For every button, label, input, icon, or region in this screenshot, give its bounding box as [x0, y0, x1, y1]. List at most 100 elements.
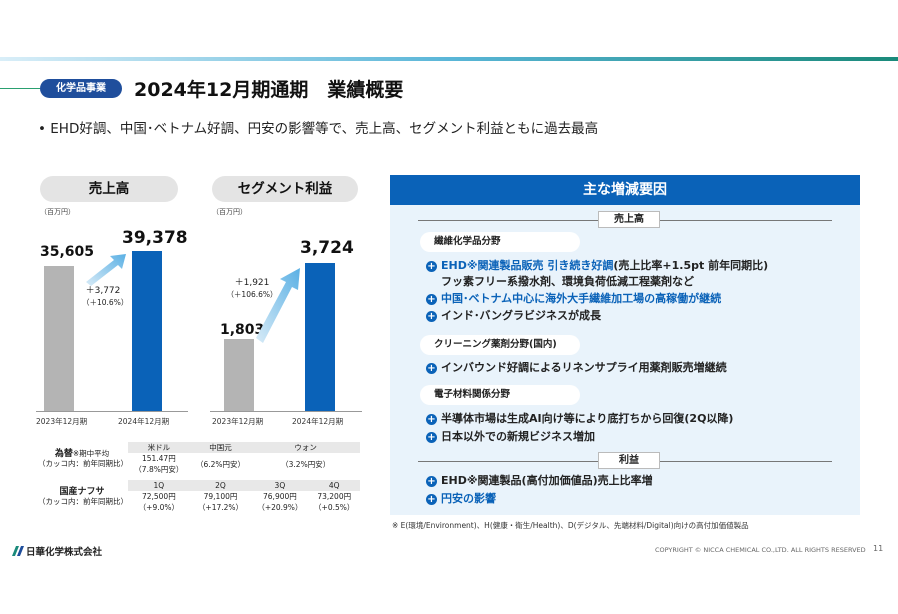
page-title: 2024年12月期通期 業績概要 — [134, 79, 404, 101]
fiber-item-2-text: 中国･ベトナム中心に海外大手繊維加工場の高稼働が継続 — [441, 292, 722, 305]
factors-panel: 主な増減要因 売上高 繊維化学品分野 + EHD※関連製品販売 引き続き好調(売上… — [390, 175, 860, 515]
section-divider — [418, 220, 598, 221]
segment-curr-label: 2024年12月期 — [292, 417, 344, 426]
copyright: COPYRIGHT © NICCA CHEMICAL CO.,LTD. ALL … — [655, 546, 866, 554]
plus-icon: + — [426, 363, 437, 374]
fx-rate-row: 151.47円 （6.2%円安） （3.2%円安） — [36, 453, 360, 469]
sales-chart-title: 売上高 — [40, 176, 178, 202]
segment-prev-value: 1,803 — [220, 322, 265, 338]
quarter-1: 1Q — [128, 480, 190, 491]
section-sales-label: 売上高 — [598, 211, 660, 228]
price-change-q2: （+17.2%） — [197, 503, 244, 512]
price-q4: 73,200円 — [317, 492, 352, 501]
electronic-item-2-text: 日本以外での新規ビジネス増加 — [441, 430, 595, 443]
electronic-item-1: + 半導体市場は生成AI向け等により底打ちから回復(2Q以降) — [426, 411, 733, 426]
electronic-group-label: 電子材料関係分野 — [420, 385, 580, 405]
sales-curr-label: 2024年12月期 — [118, 417, 170, 426]
sales-prev-value: 35,605 — [40, 244, 95, 260]
price-change-q4: （+0.5%） — [314, 503, 355, 512]
factors-panel-title: 主な増減要因 — [390, 175, 860, 205]
cleaning-group-label: クリーニング薬剤分野(国内) — [420, 335, 580, 355]
fx-naphtha-table: 為替※期中平均 （カッコ内：前年同期比） 米ドル 中国元 ウォン 151.47円… — [36, 442, 360, 513]
sales-bar-2024 — [132, 251, 162, 411]
plus-icon: + — [426, 494, 437, 505]
fx-label: 為替 — [54, 449, 73, 459]
plus-icon: + — [426, 432, 437, 443]
fx-label-sub: （カッコ内：前年同期比） — [38, 459, 128, 468]
naphtha-change-row: （+9.0%） （+17.2%） （+20.9%） （+0.5%） — [36, 502, 360, 513]
fx-label-cell: 為替※期中平均 （カッコ内：前年同期比） — [36, 442, 128, 475]
segment-unit: （百万円） — [212, 208, 247, 216]
quarter-2: 2Q — [189, 480, 252, 491]
naphtha-price-row: 72,500円 79,100円 76,900円 73,200円 — [36, 491, 360, 502]
segment-growth-arrow — [256, 268, 300, 343]
change-cny: （6.2%円安） — [195, 459, 246, 469]
nicca-logo-icon — [12, 546, 24, 556]
segment-bar-2024 — [305, 263, 335, 411]
currency-krw: ウォン — [251, 442, 360, 453]
segment-delta-value: ＋1,921 — [234, 278, 270, 288]
plus-icon: + — [426, 261, 437, 272]
fiber-item-1: + EHD※関連製品販売 引き続き好調(売上比率+1.5pt 前年同期比) — [426, 258, 768, 273]
section-divider — [660, 461, 832, 462]
fiber-item-3: + インド･バングラビジネスが成長 — [426, 308, 601, 323]
segment-bar-2023 — [224, 339, 254, 411]
category-pill: 化学品事業 — [40, 79, 122, 98]
sales-growth-arrow — [86, 254, 126, 286]
section-divider — [660, 220, 832, 221]
change-krw: （3.2%円安） — [281, 459, 331, 469]
fiber-item-1-line2: フッ素フリー系撥水剤、環境負荷低減工程薬剤など — [441, 275, 694, 288]
naphtha-header-row: 国産ナフサ （カッコ内：前年同期比） 1Q 2Q 3Q 4Q — [36, 480, 360, 506]
price-q1: 72,500円 — [141, 492, 176, 501]
cleaning-item-1: + インバウンド好調によるリネンサプライ用薬剤販売増継続 — [426, 360, 727, 375]
fiber-item-3-text: インド･バングラビジネスが成長 — [441, 309, 602, 322]
profit-item-1-text: EHD※関連製品(高付加価値品)売上比率増 — [441, 474, 653, 487]
fiber-item-2: + 中国･ベトナム中心に海外大手繊維加工場の高稼働が継続 — [426, 291, 721, 306]
fiber-group-label: 繊維化学品分野 — [420, 232, 580, 252]
segment-chart-title: セグメント利益 — [212, 176, 358, 202]
price-q3: 76,900円 — [263, 492, 297, 501]
company-name: 日華化学株式会社 — [26, 547, 103, 558]
price-q2: 79,100円 — [203, 492, 238, 501]
sales-curr-value: 39,378 — [122, 228, 188, 248]
naphtha-label-cell: 国産ナフサ （カッコ内：前年同期比） — [36, 480, 128, 513]
summary-bullet: • EHD好調、中国･ベトナム好調、円安の影響等で、売上高、セグメント利益ともに… — [38, 121, 599, 137]
summary-text: EHD好調、中国･ベトナム好調、円安の影響等で、売上高、セグメント利益ともに過去… — [50, 121, 599, 137]
segment-baseline — [210, 411, 362, 412]
fiber-item-1-rest: (売上比率+1.5pt 前年同期比) — [613, 259, 769, 272]
segment-delta-pct: （＋106.6%） — [226, 290, 278, 299]
sales-delta: ＋3,772 （＋10.6%） — [82, 286, 128, 309]
currency-cny: 中国元 — [189, 442, 252, 453]
plus-icon: + — [426, 311, 437, 322]
change-usd: （7.8%円安） — [134, 465, 184, 474]
rate-usd: 151.47円 — [141, 454, 176, 463]
profit-item-2: + 円安の影響 — [426, 491, 496, 506]
fx-change-row: （7.8%円安） — [36, 464, 360, 475]
plus-icon: + — [426, 294, 437, 305]
price-change-q3: （+20.9%） — [257, 503, 303, 512]
accent-line — [0, 88, 40, 89]
price-change-q1: （+9.0%） — [138, 503, 179, 512]
fiber-item-1-highlight: EHD※関連製品販売 引き続き好調 — [441, 259, 614, 272]
naphtha-label-sub: （カッコ内：前年同期比） — [38, 497, 128, 506]
sales-unit: （百万円） — [40, 208, 75, 216]
sales-baseline — [36, 411, 188, 412]
company-logo: 日華化学株式会社 — [12, 544, 102, 558]
section-profit-label: 利益 — [598, 452, 660, 469]
cleaning-item-1-text: インバウンド好調によるリネンサプライ用薬剤販売増継続 — [441, 361, 727, 374]
plus-icon: + — [426, 476, 437, 487]
fx-label-note: ※期中平均 — [72, 449, 110, 458]
segment-delta: ＋1,921 （＋106.6%） — [226, 278, 278, 301]
section-divider — [418, 461, 598, 462]
segment-prev-label: 2023年12月期 — [212, 417, 264, 426]
naphtha-label: 国産ナフサ — [59, 487, 105, 497]
sales-bar-2023 — [44, 266, 74, 411]
profit-item-1: + EHD※関連製品(高付加価値品)売上比率増 — [426, 473, 653, 488]
quarter-4: 4Q — [308, 480, 360, 491]
currency-usd: 米ドル — [128, 442, 190, 453]
header-gradient-line — [0, 57, 898, 61]
sales-prev-label: 2023年12月期 — [36, 417, 88, 426]
profit-item-2-text: 円安の影響 — [441, 492, 496, 505]
page-number: 11 — [873, 544, 884, 553]
footnote: ※ E(環境/Environment)、H(健康・衛生/Health)、D(デジ… — [392, 521, 749, 530]
